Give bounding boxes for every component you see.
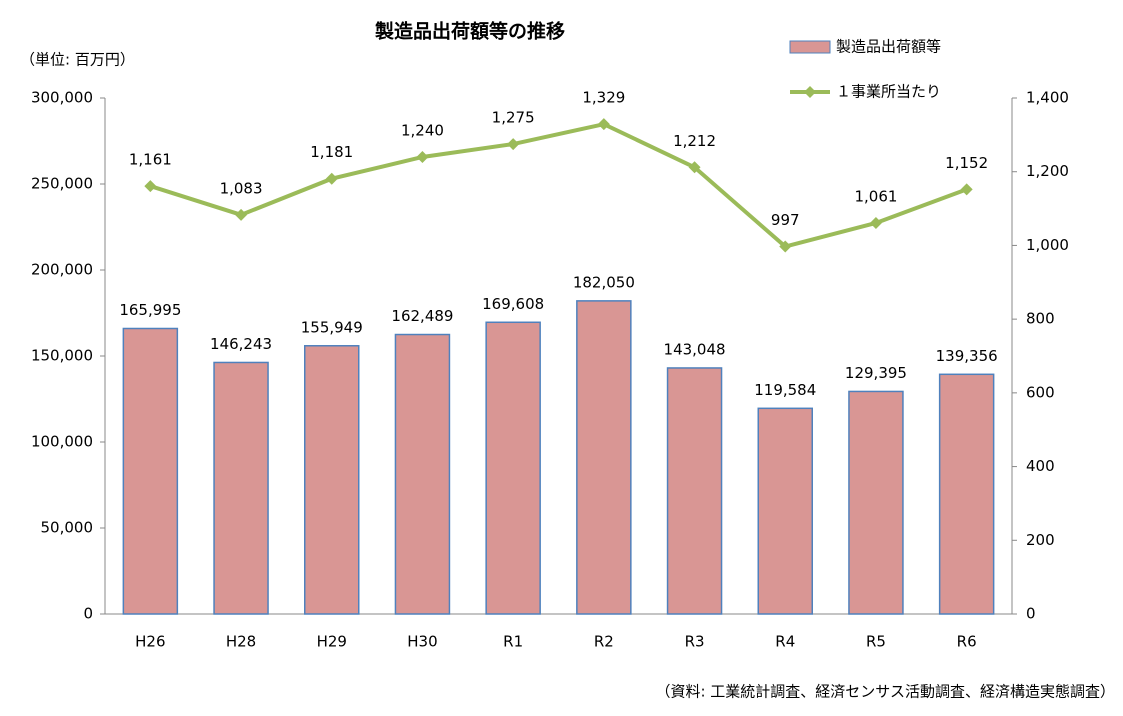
y-tick-label: 150,000: [31, 347, 93, 365]
x-tick-label: H30: [407, 633, 437, 651]
data-label: 1,240: [401, 121, 444, 139]
bar: [576, 300, 632, 615]
marker: [235, 208, 248, 221]
x-tick-label: R5: [866, 633, 886, 651]
data-label: 997: [771, 211, 800, 229]
data-label: 1,083: [220, 179, 263, 197]
y2-tick-label: 1,000: [1026, 236, 1069, 254]
data-label: 169,608: [482, 295, 544, 313]
bar: [757, 407, 813, 615]
x-tick-label: R2: [594, 633, 614, 651]
y2-tick-label: 800: [1026, 310, 1055, 328]
legend-swatch: [804, 86, 816, 98]
marker: [597, 118, 610, 131]
bar: [394, 333, 451, 615]
y-tick-label: 250,000: [31, 175, 93, 193]
y2-tick-label: 600: [1026, 383, 1055, 401]
marker: [507, 138, 520, 151]
bar: [848, 390, 904, 615]
x-tick-label: R3: [685, 633, 705, 651]
data-label: 1,329: [582, 89, 625, 107]
marker: [869, 216, 882, 229]
data-label: 155,949: [301, 318, 363, 336]
x-tick-label: R6: [957, 633, 977, 651]
legend-swatch: [789, 40, 831, 54]
source: （資料: 工業統計調査、経済センサス活動調査、経済構造実態調査）: [655, 683, 1115, 701]
data-label: 182,050: [573, 273, 635, 291]
x-tick-label: H28: [226, 633, 256, 651]
data-label: 139,356: [936, 347, 998, 365]
x-tick-label: R1: [503, 633, 523, 651]
data-label: 1,061: [854, 187, 897, 205]
legend-label: 製造品出荷額等: [836, 38, 941, 56]
data-label: 1,152: [945, 154, 988, 172]
y2-tick-label: 1,200: [1026, 162, 1069, 180]
data-label: 165,995: [119, 301, 181, 319]
data-label: 1,275: [492, 109, 535, 127]
y-tick-label: 0: [83, 605, 93, 623]
marker: [325, 172, 338, 185]
y-tick-label: 100,000: [31, 433, 93, 451]
data-label: 1,161: [129, 151, 172, 169]
y2-tick-label: 0: [1026, 605, 1036, 623]
bar: [666, 367, 723, 615]
data-label: 162,489: [391, 307, 453, 325]
data-label: 146,243: [210, 335, 272, 353]
y2-tick-label: 200: [1026, 531, 1055, 549]
legend-label: １事業所当たり: [836, 83, 941, 101]
chart-title: 製造品出荷額等の推移: [374, 20, 565, 43]
bar: [304, 345, 360, 615]
y-tick-label: 200,000: [31, 261, 93, 279]
y2-tick-label: 1,400: [1026, 89, 1069, 107]
y-tick-label: 300,000: [31, 89, 93, 107]
data-label: 129,395: [845, 364, 907, 382]
marker: [779, 240, 792, 253]
marker: [144, 180, 157, 193]
bar: [122, 327, 179, 615]
data-label: 119,584: [754, 381, 816, 399]
data-label: 143,048: [664, 340, 726, 358]
x-tick-label: H29: [317, 633, 347, 651]
y2-tick-label: 400: [1026, 457, 1055, 475]
bar: [938, 373, 995, 615]
marker: [688, 161, 701, 174]
unit-label: （単位: 百万円）: [20, 51, 135, 69]
data-label: 1,181: [310, 143, 353, 161]
x-tick-label: R4: [775, 633, 795, 651]
bar: [485, 321, 541, 615]
marker: [960, 183, 973, 196]
data-label: 1,212: [673, 132, 716, 150]
line: [149, 122, 968, 249]
x-tick-label: H26: [135, 633, 165, 651]
marker: [416, 150, 429, 163]
y-tick-label: 50,000: [41, 519, 94, 537]
bar: [213, 361, 269, 615]
